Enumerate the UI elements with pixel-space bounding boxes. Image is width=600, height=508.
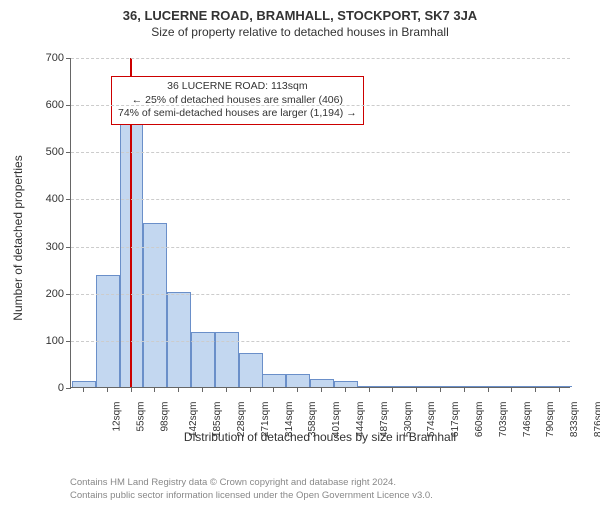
gridline bbox=[71, 152, 570, 153]
xtick-mark bbox=[178, 387, 179, 392]
gridline bbox=[71, 247, 570, 248]
xtick-label: 55sqm bbox=[135, 402, 146, 432]
chart-area: 36 LUCERNE ROAD: 113sqm ← 25% of detache… bbox=[70, 58, 570, 418]
xtick-mark bbox=[83, 387, 84, 392]
xtick-label: 833sqm bbox=[569, 402, 580, 438]
ytick-mark bbox=[66, 247, 71, 248]
ytick-label: 0 bbox=[24, 382, 64, 394]
ytick-label: 700 bbox=[24, 52, 64, 64]
xtick-mark bbox=[226, 387, 227, 392]
gridline bbox=[71, 341, 570, 342]
ytick-label: 300 bbox=[24, 241, 64, 253]
xtick-mark bbox=[559, 387, 560, 392]
gridline bbox=[71, 105, 570, 106]
x-axis-label: Distribution of detached houses by size … bbox=[70, 430, 570, 444]
histogram-bar bbox=[143, 223, 167, 387]
xtick-mark bbox=[440, 387, 441, 392]
xtick-mark bbox=[488, 387, 489, 392]
ytick-mark bbox=[66, 152, 71, 153]
y-axis-label: Number of detached properties bbox=[11, 155, 25, 320]
ytick-label: 200 bbox=[24, 288, 64, 300]
xtick-mark bbox=[154, 387, 155, 392]
page-subtitle: Size of property relative to detached ho… bbox=[0, 25, 600, 39]
ytick-mark bbox=[66, 341, 71, 342]
xtick-mark bbox=[345, 387, 346, 392]
histogram-bar bbox=[262, 374, 286, 387]
ytick-mark bbox=[66, 388, 71, 389]
ytick-mark bbox=[66, 105, 71, 106]
ytick-label: 400 bbox=[24, 193, 64, 205]
xtick-mark bbox=[416, 387, 417, 392]
histogram-bar bbox=[310, 379, 334, 387]
callout-line: 74% of semi-detached houses are larger (… bbox=[118, 107, 357, 121]
xtick-label: 98sqm bbox=[159, 402, 170, 432]
xtick-mark bbox=[297, 387, 298, 392]
xtick-label: 12sqm bbox=[111, 402, 122, 432]
xtick-mark bbox=[464, 387, 465, 392]
histogram-bar bbox=[167, 292, 191, 387]
footer-line: Contains HM Land Registry data © Crown c… bbox=[70, 477, 433, 489]
ytick-mark bbox=[66, 58, 71, 59]
footer-line: Contains public sector information licen… bbox=[70, 490, 433, 502]
xtick-mark bbox=[535, 387, 536, 392]
xtick-mark bbox=[202, 387, 203, 392]
xtick-mark bbox=[511, 387, 512, 392]
callout-line: 36 LUCERNE ROAD: 113sqm bbox=[118, 80, 357, 94]
histogram-bar bbox=[286, 374, 310, 387]
gridline bbox=[71, 199, 570, 200]
xtick-label: 876sqm bbox=[593, 402, 600, 438]
gridline bbox=[71, 58, 570, 59]
xtick-mark bbox=[392, 387, 393, 392]
xtick-mark bbox=[321, 387, 322, 392]
plot-region: 36 LUCERNE ROAD: 113sqm ← 25% of detache… bbox=[70, 58, 570, 388]
gridline bbox=[71, 294, 570, 295]
page-title: 36, LUCERNE ROAD, BRAMHALL, STOCKPORT, S… bbox=[0, 8, 600, 23]
xtick-mark bbox=[250, 387, 251, 392]
xtick-mark bbox=[107, 387, 108, 392]
ytick-mark bbox=[66, 199, 71, 200]
histogram-bar bbox=[96, 275, 120, 387]
ytick-label: 500 bbox=[24, 146, 64, 158]
ytick-label: 600 bbox=[24, 99, 64, 111]
histogram-bar bbox=[239, 353, 263, 387]
xtick-mark bbox=[131, 387, 132, 392]
attribution-footer: Contains HM Land Registry data © Crown c… bbox=[70, 477, 433, 502]
ytick-label: 100 bbox=[24, 335, 64, 347]
xtick-mark bbox=[369, 387, 370, 392]
ytick-mark bbox=[66, 294, 71, 295]
callout-box: 36 LUCERNE ROAD: 113sqm ← 25% of detache… bbox=[111, 76, 364, 125]
xtick-mark bbox=[273, 387, 274, 392]
